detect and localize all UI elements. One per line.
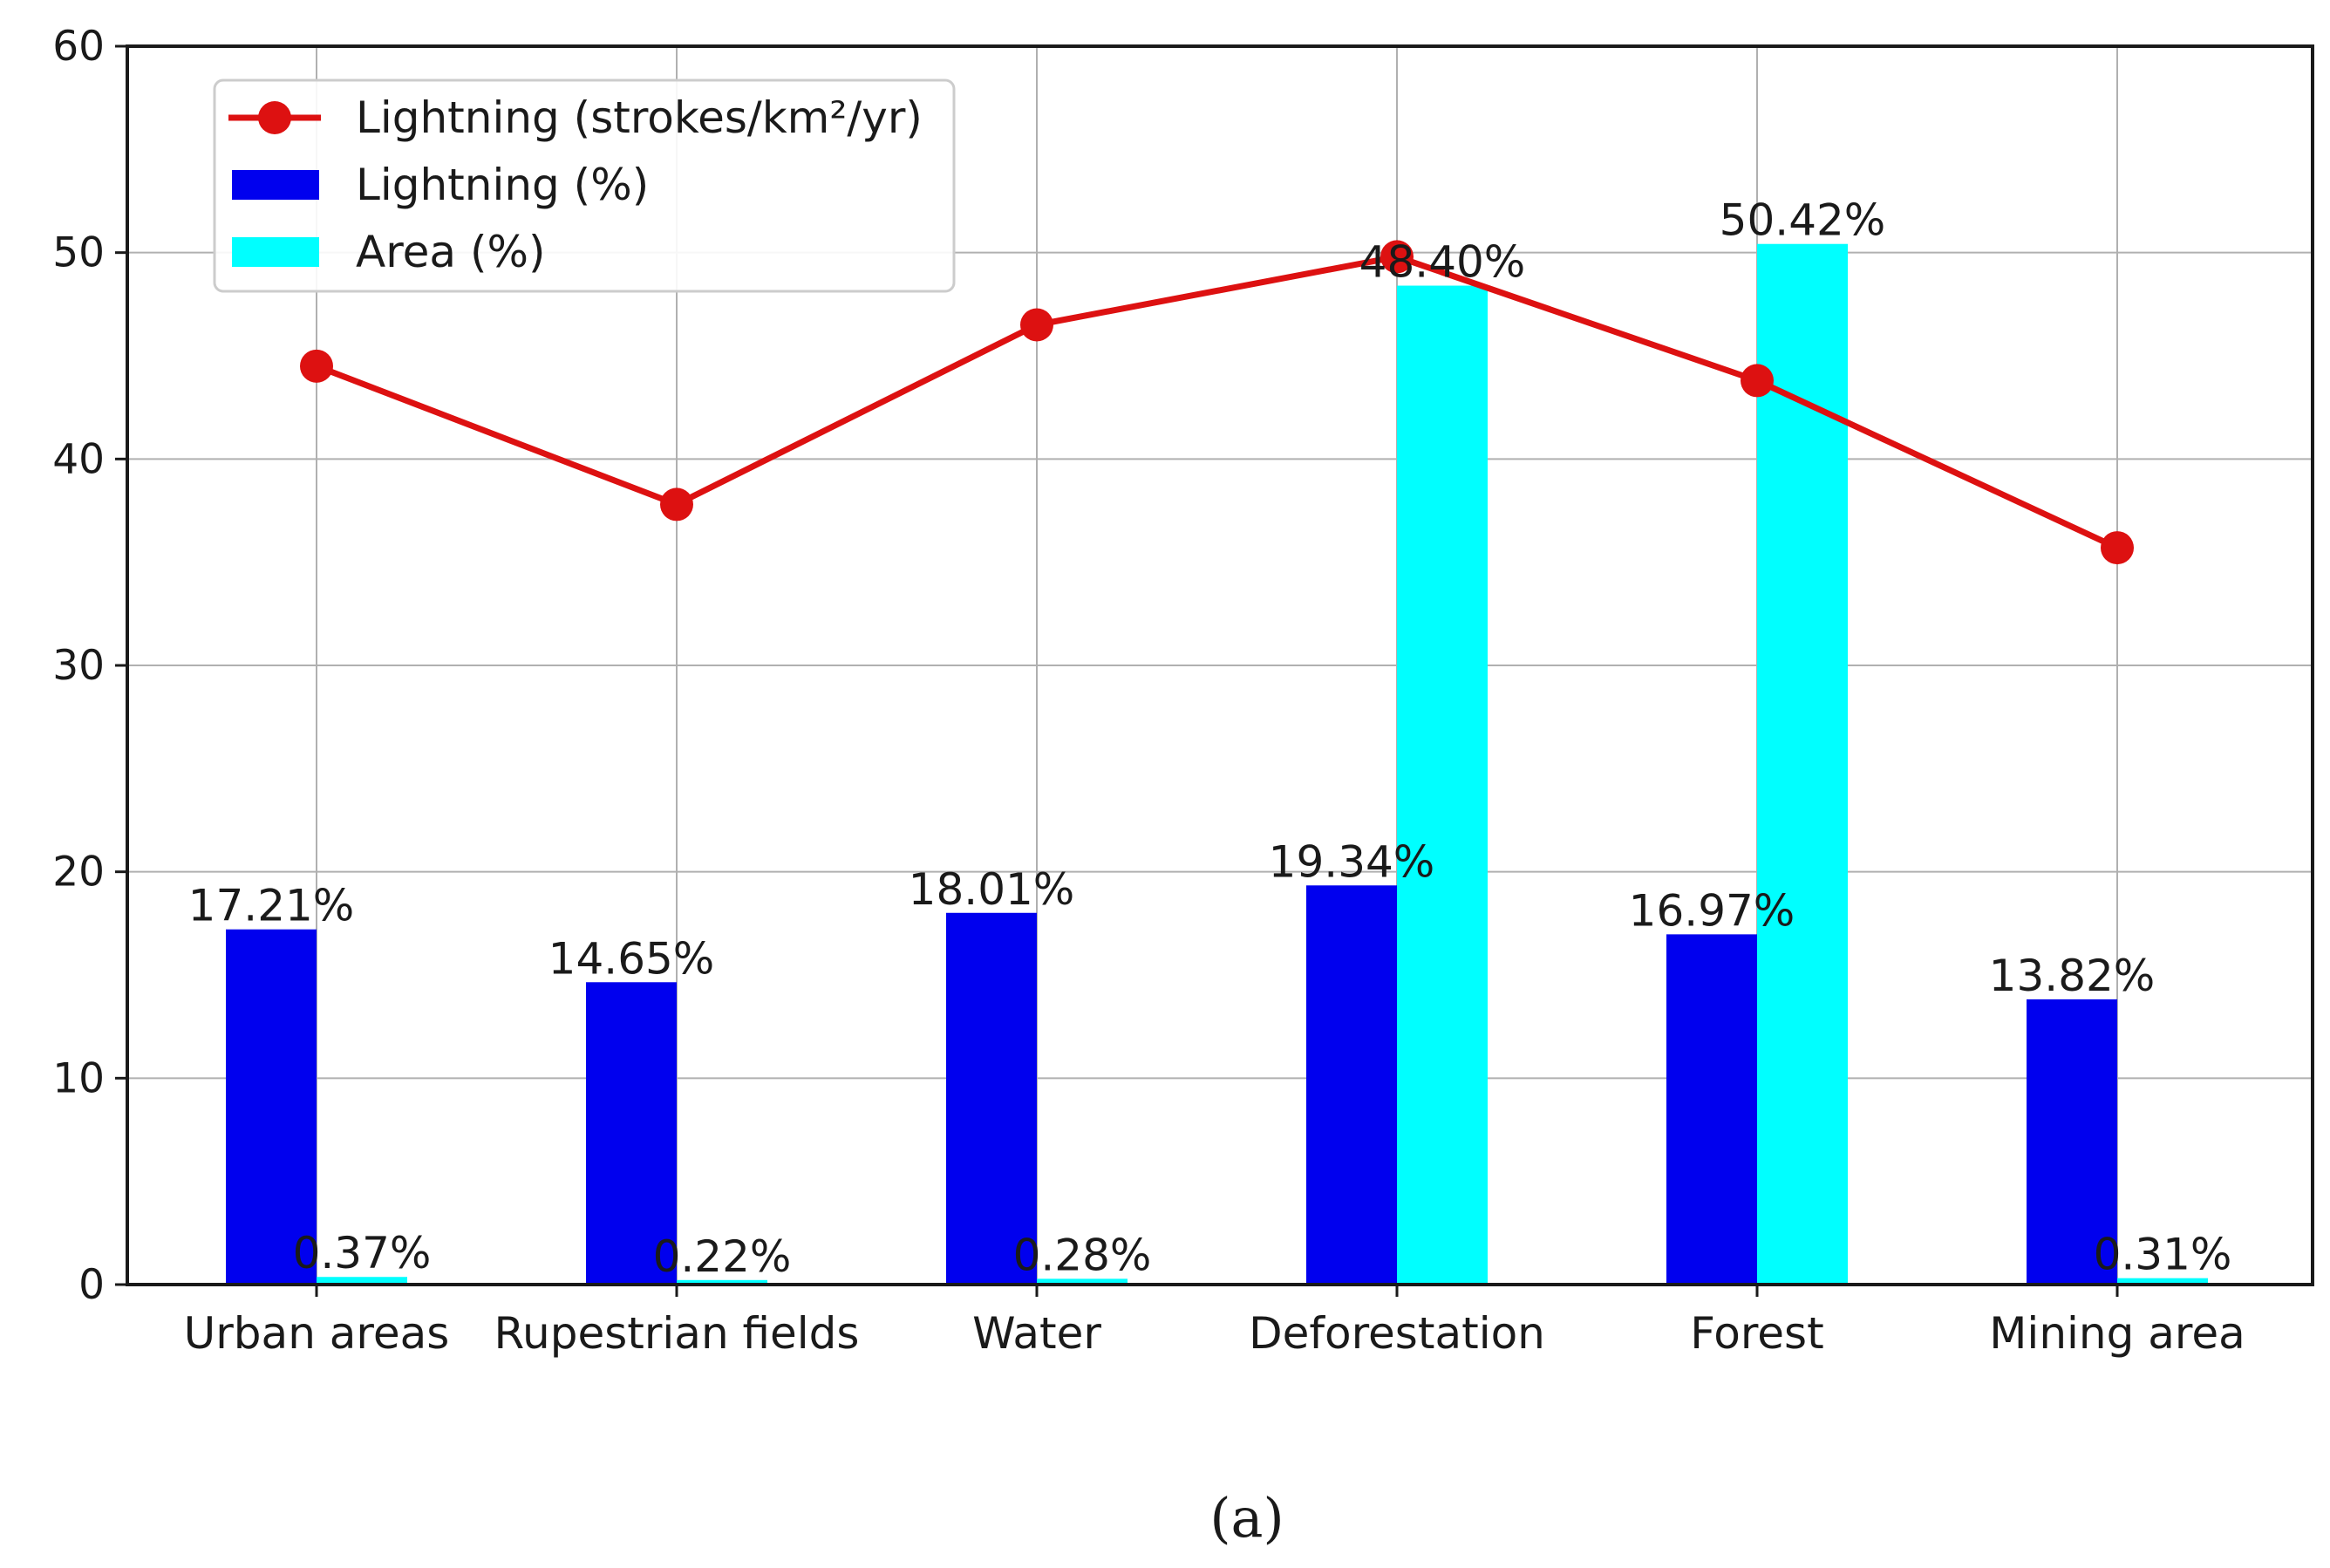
y-tick-label: 10 [52, 1054, 105, 1102]
data-label: 0.28% [1013, 1230, 1152, 1280]
legend-bar-swatch [232, 237, 319, 267]
data-label: 16.97% [1629, 885, 1795, 936]
legend-bar-swatch [232, 170, 319, 200]
data-label: 0.22% [653, 1231, 792, 1282]
legend-label: Area (%) [356, 227, 545, 277]
axes: 0 10 20 30 40 50 60 Urban areas Rupestrian field… [52, 23, 2314, 1359]
data-label: 48.40% [1359, 237, 1526, 288]
bar [1306, 885, 1397, 1285]
bar [677, 1279, 767, 1285]
bars [226, 243, 2208, 1285]
bar [586, 982, 677, 1285]
y-tick-label: 40 [52, 435, 105, 483]
bar [226, 929, 317, 1285]
legend-label: Lightning (%) [356, 160, 649, 210]
data-label: 17.21% [188, 881, 355, 931]
bar [1666, 934, 1757, 1285]
y-tick-label: 0 [78, 1261, 105, 1309]
bar [1037, 1278, 1128, 1285]
legend-box [213, 78, 956, 293]
x-tick-label: Forest [1690, 1308, 1823, 1359]
figure-caption: (a) [1209, 1486, 1284, 1550]
x-tick-label: Urban areas [184, 1308, 450, 1359]
line-point [300, 349, 333, 383]
line-point [2101, 531, 2134, 565]
data-label: 19.34% [1269, 836, 1435, 887]
line-point [660, 487, 693, 522]
y-tick-label: 20 [52, 849, 105, 896]
y-tick-label: 60 [52, 23, 105, 71]
line-point [1380, 240, 1414, 274]
line-point [1020, 308, 1053, 342]
bar [317, 1277, 407, 1285]
line-point [1741, 364, 1774, 398]
legend-label: Lightning (strokes/km²/yr) [356, 92, 923, 143]
data-label: 14.65% [548, 933, 715, 984]
bar [2027, 999, 2117, 1285]
x-tick-label: Mining area [1989, 1308, 2245, 1359]
data-label: 50.42% [1720, 195, 1886, 246]
legend: Lightning (strokes/km²/yr) Lightning (%) A… [213, 78, 956, 293]
legend-marker [258, 101, 291, 134]
data-label: 18.01% [909, 864, 1075, 915]
y-tick-label: 30 [52, 642, 105, 690]
bar [1397, 285, 1488, 1285]
data-label: 0.37% [293, 1228, 432, 1278]
line-path [315, 253, 2119, 551]
x-tick-label: Deforestation [1249, 1308, 1545, 1359]
line-series [300, 240, 2134, 565]
data-labels: 17.21% 14.65% 18.01% 19.34% 16.97% 13.82% 0.37… [188, 195, 2232, 1282]
axes-frame [126, 44, 2314, 1286]
data-label: 13.82% [1989, 951, 2156, 1001]
bar [946, 912, 1037, 1285]
data-label: 0.31% [2094, 1230, 2232, 1280]
y-tick-label: 50 [52, 229, 105, 277]
bar [2117, 1278, 2208, 1285]
x-tick-label: Water [972, 1308, 1101, 1359]
x-tick-label: Rupestrian fields [494, 1308, 860, 1359]
